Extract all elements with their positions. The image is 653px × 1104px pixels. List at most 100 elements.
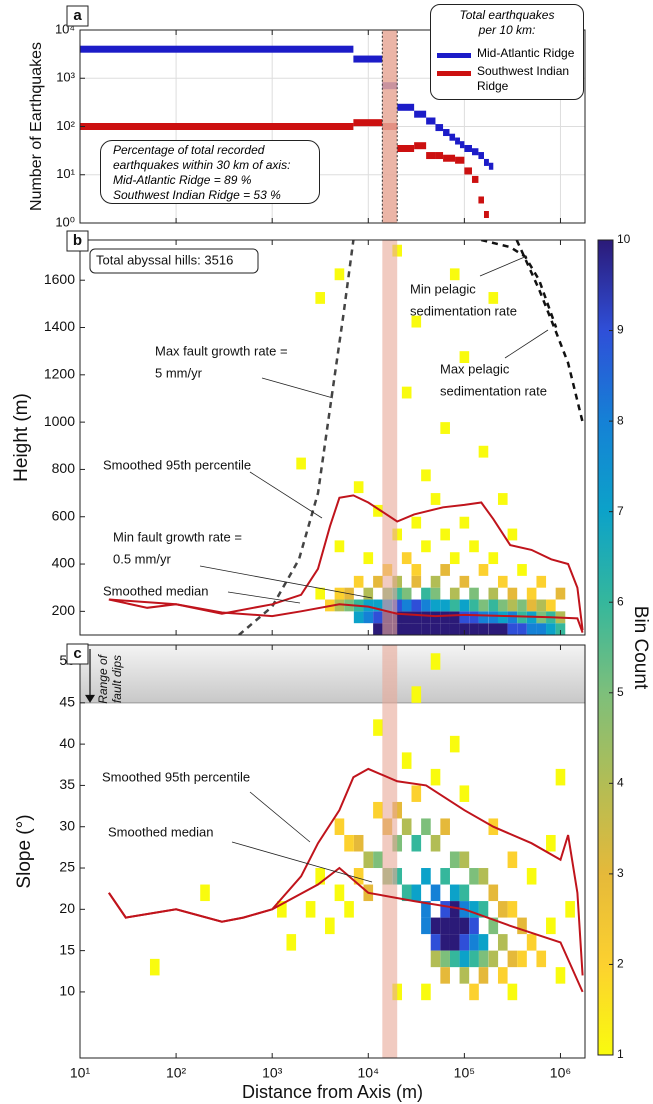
heat-cell <box>392 868 403 885</box>
heat-cell <box>488 587 499 600</box>
curve-label: Smoothed 95th percentile <box>103 457 251 472</box>
heat-cell <box>449 599 460 612</box>
heat-cell <box>459 785 470 802</box>
heat-cell <box>449 934 460 951</box>
step-segment <box>435 152 444 160</box>
panel-letter-box <box>66 643 89 665</box>
axis-band <box>382 240 398 635</box>
heat-cell <box>478 623 489 635</box>
step-segment <box>483 158 489 166</box>
heat-cell <box>440 967 450 984</box>
heat-cell <box>478 950 489 968</box>
x-tick-label: 10² <box>166 1065 187 1081</box>
heat-cell <box>392 623 403 635</box>
y-tick-label: 15 <box>59 941 75 957</box>
heat-cell <box>469 950 479 968</box>
heat-cell <box>440 611 450 624</box>
heat-cell <box>469 599 479 612</box>
heat-cell <box>507 901 518 918</box>
heat-cell <box>469 623 479 635</box>
heat-cell <box>296 457 306 470</box>
curve-label: 5 mm/yr <box>155 365 203 380</box>
curve-label: Max pelagic <box>440 361 510 376</box>
y-tick-label: 1400 <box>44 318 75 334</box>
leader-line <box>249 791 311 843</box>
heat-cell <box>449 611 460 624</box>
legend-title: Total earthquakes per 10 km: <box>459 8 555 37</box>
panel-letter: b <box>73 232 82 249</box>
heat-cell <box>353 481 364 494</box>
heat-cell <box>488 292 499 304</box>
axis-band <box>381 30 398 223</box>
heat-cell <box>430 599 441 612</box>
heat-cell <box>430 884 441 902</box>
heat-cell <box>421 868 431 885</box>
y-tick-label: 30 <box>59 817 75 833</box>
shade-label: Range of <box>96 653 110 703</box>
annotation: 0.5 mm/yr <box>113 551 171 566</box>
colorbar-tick-label: 8 <box>617 413 624 427</box>
heat-cell <box>517 599 527 612</box>
curve-label: Max fault growth rate = <box>155 343 288 358</box>
heat-cell <box>421 599 431 612</box>
heat-cell <box>459 611 470 624</box>
y-tick-label: 45 <box>59 694 75 710</box>
heat-cell <box>363 851 374 869</box>
heat-cell <box>449 268 460 281</box>
heat-cell <box>363 587 374 600</box>
heat-cell <box>440 917 450 935</box>
y-tick-label: 35 <box>59 776 75 792</box>
heat-cell <box>363 611 374 624</box>
heat-cell <box>478 611 489 624</box>
colorbar-tick-label: 4 <box>617 776 624 790</box>
heat-cell <box>440 934 450 951</box>
heat-cell <box>440 528 450 541</box>
colorbar-tick-label: 10 <box>617 232 631 246</box>
y-axis-label: Slope (°) <box>14 814 35 888</box>
heat-cell <box>469 983 479 1001</box>
heat-cell <box>507 611 518 624</box>
heat-cell <box>449 851 460 869</box>
x-axis-label: Distance from Axis (m) <box>242 1082 423 1102</box>
heat-cell <box>546 623 556 635</box>
heat-cell <box>334 587 345 600</box>
heat-cell <box>401 386 412 399</box>
step-segment <box>464 144 472 152</box>
heat-cell <box>497 901 508 918</box>
y-tick-label: 600 <box>52 507 76 523</box>
heat-cell <box>344 901 354 918</box>
heat-cell <box>334 884 345 902</box>
heat-cell <box>517 950 527 968</box>
step-segment <box>459 141 465 149</box>
curve <box>108 866 584 993</box>
colorbar-label: Bin Count <box>630 606 651 690</box>
heat-cell <box>430 623 441 635</box>
heat-cell <box>373 599 383 612</box>
curve <box>108 598 584 633</box>
heat-cell <box>546 917 556 935</box>
heat-cell <box>497 599 508 612</box>
heat-cell <box>497 934 508 951</box>
heat-cell <box>392 983 403 1001</box>
heat-cell <box>555 967 566 984</box>
heat-cell <box>440 599 450 612</box>
heat-cell <box>449 884 460 902</box>
legend-swatch <box>437 53 471 58</box>
heat-cell <box>353 868 364 885</box>
step-segment <box>443 129 450 137</box>
heat-cell <box>469 587 479 600</box>
colorbar-tick-label: 7 <box>617 504 624 518</box>
y-tick-label: 10¹ <box>56 166 75 181</box>
colorbar <box>597 239 614 1056</box>
heat-cell <box>440 950 450 968</box>
colorbar-tick-label: 9 <box>617 323 624 337</box>
colorbar-tick-label: 6 <box>617 594 624 608</box>
heat-cell <box>401 623 412 635</box>
heat-cell <box>305 901 316 918</box>
heat-cell <box>392 587 403 600</box>
step-segment <box>464 167 472 175</box>
heat-cell <box>430 950 441 968</box>
heat-cell <box>315 587 326 600</box>
heat-cell <box>373 801 383 819</box>
y-axis-label: Number of Earthquakes <box>28 42 45 211</box>
